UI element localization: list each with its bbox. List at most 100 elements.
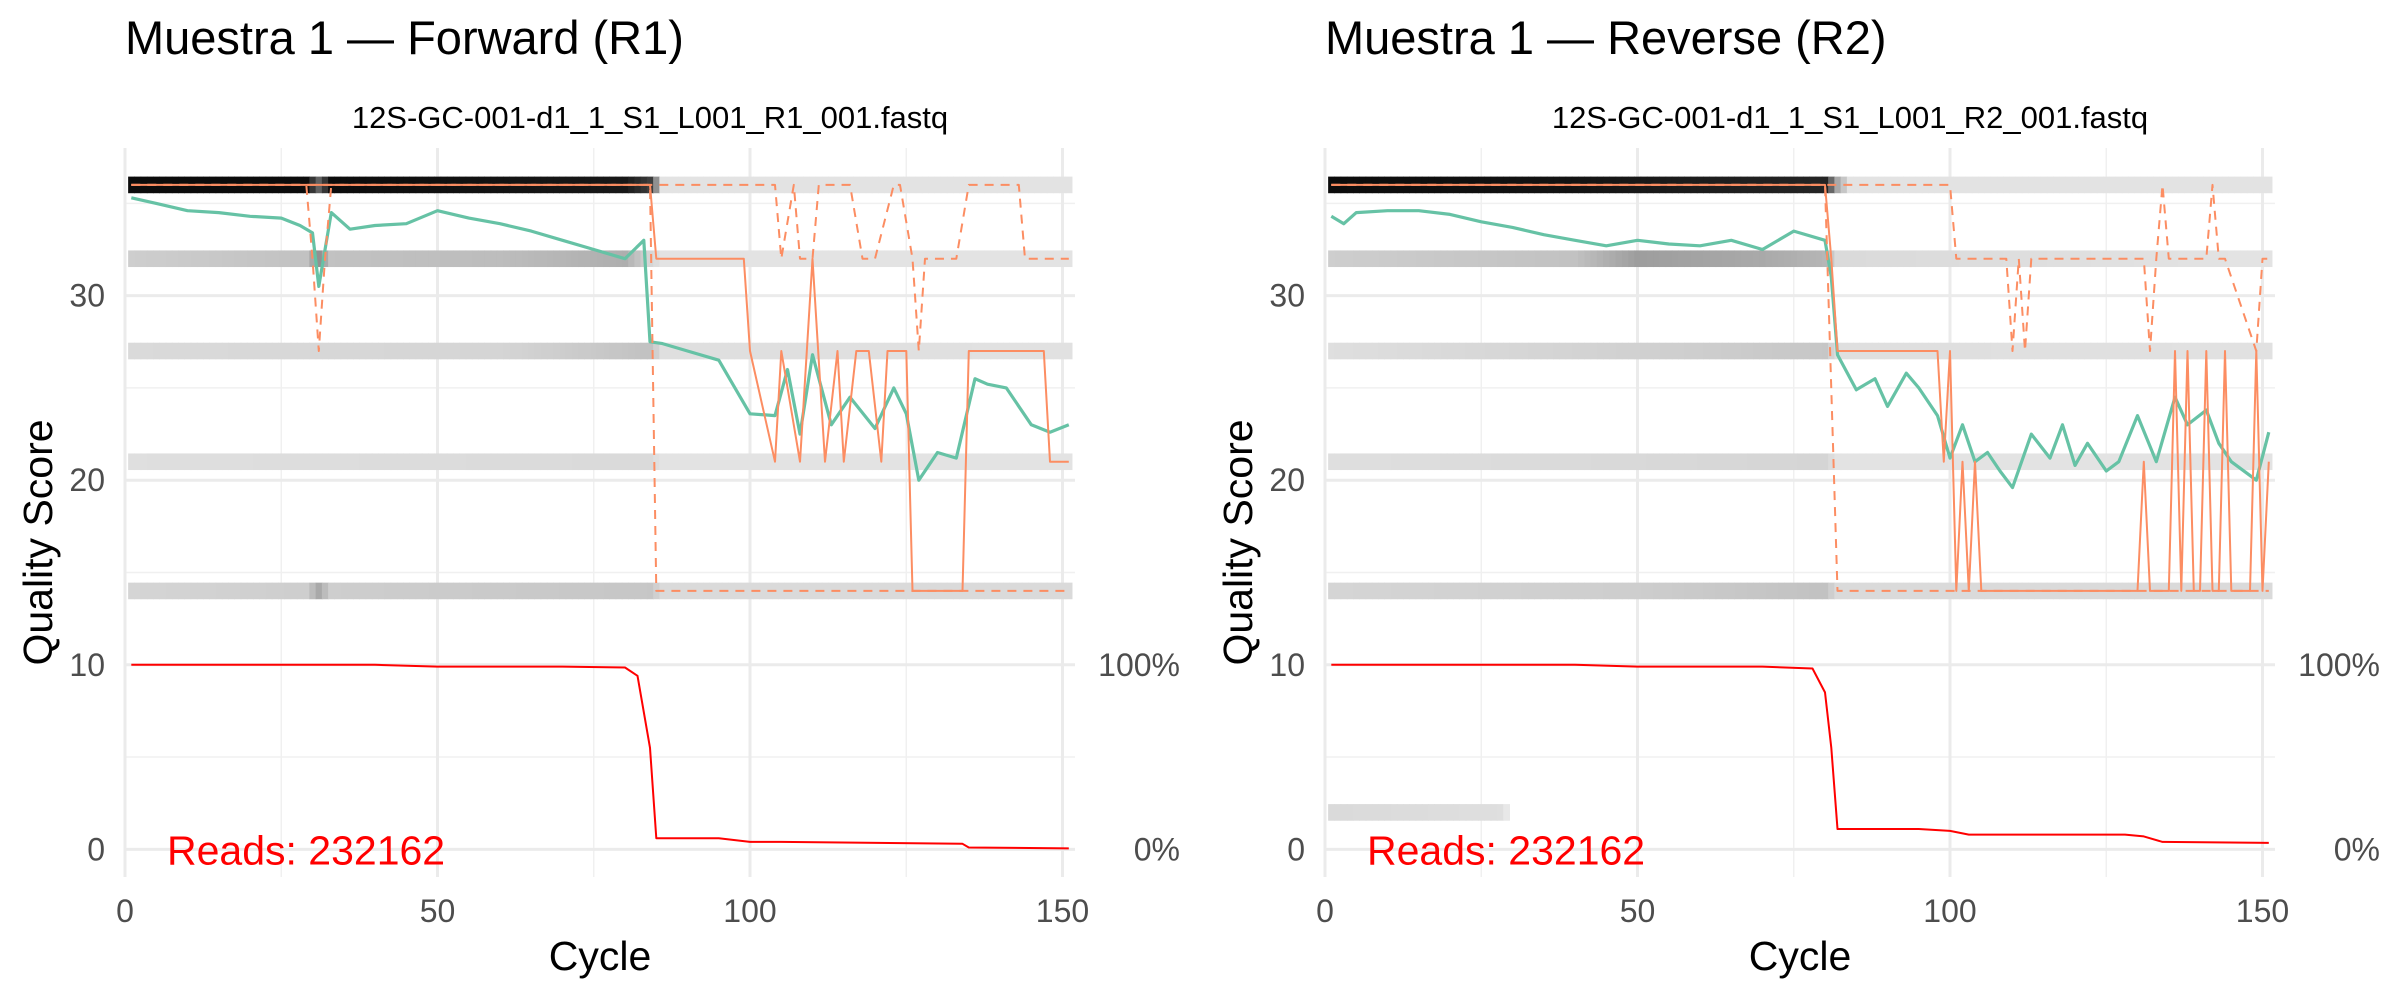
heatmap-cell (1953, 176, 1960, 194)
heatmap-cell (490, 250, 498, 268)
heatmap-cell (1465, 453, 1473, 471)
heatmap-cell (971, 250, 979, 268)
heatmap-cell (2215, 342, 2223, 360)
heatmap-cell (921, 453, 929, 471)
heatmap-cell (1609, 250, 1617, 268)
heatmap-cell (140, 342, 148, 360)
y-tick-label: 30 (1269, 278, 1305, 314)
heatmap-cell (1053, 176, 1060, 194)
heatmap-cell (1040, 453, 1048, 471)
heatmap-cell (1596, 582, 1604, 600)
heatmap-cell (1815, 342, 1823, 360)
heatmap-cell (1053, 342, 1060, 360)
heatmap-cell (646, 342, 654, 360)
heatmap-cell (615, 453, 623, 471)
heatmap-cell (471, 582, 479, 600)
heatmap-cell (2190, 176, 2198, 194)
heatmap-cell (1940, 250, 1948, 268)
heatmap-cell (503, 582, 510, 600)
heatmap-cell (1003, 453, 1010, 471)
heatmap-cell (703, 342, 710, 360)
heatmap-cell (278, 250, 285, 268)
heatmap-cell (728, 453, 735, 471)
heatmap-cell (159, 342, 167, 360)
heatmap-cell (2159, 453, 2167, 471)
heatmap-cell (2203, 250, 2210, 268)
heatmap-cell (1684, 342, 1692, 360)
heatmap-cell (534, 453, 542, 471)
heatmap-cell (2096, 342, 2104, 360)
heatmap-cell (2209, 250, 2217, 268)
heatmap-cell (865, 176, 873, 194)
heatmap-cell (846, 453, 854, 471)
heatmap-cell (478, 342, 485, 360)
heatmap-cell (790, 453, 798, 471)
heatmap-cell (1653, 453, 1660, 471)
heatmap-cell (621, 582, 629, 600)
heatmap-cell (959, 453, 967, 471)
heatmap-cell (690, 342, 698, 360)
heatmap-cell (1896, 176, 1904, 194)
heatmap-cell (1990, 342, 1998, 360)
heatmap-cell (1490, 342, 1498, 360)
heatmap-cell (2196, 453, 2204, 471)
heatmap-cell (940, 250, 948, 268)
heatmap-cell (1796, 342, 1804, 360)
heatmap-cell (1803, 582, 1810, 600)
heatmap-cell (2253, 176, 2260, 194)
heatmap-cell (309, 582, 317, 600)
heatmap-cell (1934, 176, 1942, 194)
heatmap-cell (1646, 342, 1654, 360)
heatmap-cell (765, 342, 773, 360)
heatmap-cell (590, 342, 598, 360)
heatmap-cell (2096, 176, 2104, 194)
heatmap-cell (365, 250, 373, 268)
heatmap-cell (1790, 453, 1798, 471)
heatmap-cell (1709, 453, 1717, 471)
heatmap-cell (2240, 342, 2248, 360)
heatmap-cell (1065, 342, 1073, 360)
x-tick-label: 100 (723, 893, 776, 929)
heatmap-cell (540, 453, 548, 471)
heatmap-cell (2196, 176, 2204, 194)
heatmap-cell (309, 342, 317, 360)
heatmap-cell (128, 582, 135, 600)
heatmap-cell (1740, 582, 1748, 600)
heatmap-cell (1703, 582, 1710, 600)
heatmap-cell (565, 342, 573, 360)
heatmap-cell (2128, 250, 2135, 268)
heatmap-cell (1628, 453, 1635, 471)
heatmap-cell (1471, 342, 1479, 360)
heatmap-cell (1990, 176, 1998, 194)
heatmap-cell (871, 342, 879, 360)
heatmap-cell (546, 582, 554, 600)
heatmap-cell (634, 582, 642, 600)
heatmap-cell (2140, 176, 2148, 194)
heatmap-cell (1490, 453, 1498, 471)
heatmap-cell (2240, 453, 2248, 471)
heatmap-cell (740, 342, 748, 360)
heatmap-cell (790, 582, 798, 600)
heatmap-cell (1984, 453, 1992, 471)
heatmap-cell (453, 582, 460, 600)
heatmap-cell (2184, 453, 2192, 471)
heatmap-cell (709, 453, 717, 471)
heatmap-cell (2015, 176, 2023, 194)
heatmap-cell (2246, 453, 2254, 471)
heatmap-cell (696, 582, 704, 600)
heatmap-cell (940, 453, 948, 471)
heatmap-cell (2109, 453, 2117, 471)
heatmap-cell (321, 342, 329, 360)
heatmap-cell (303, 453, 310, 471)
heatmap-cell (1334, 804, 1342, 821)
heatmap-cell (553, 342, 560, 360)
heatmap-cell (2215, 453, 2223, 471)
heatmap-cell (1746, 342, 1754, 360)
heatmap-cell (1721, 582, 1729, 600)
heatmap-cell (665, 453, 673, 471)
heatmap-cell (853, 582, 860, 600)
heatmap-cell (2059, 342, 2067, 360)
heatmap-cell (2021, 453, 2029, 471)
heatmap-cell (1490, 250, 1498, 268)
heatmap-cell (2040, 453, 2048, 471)
